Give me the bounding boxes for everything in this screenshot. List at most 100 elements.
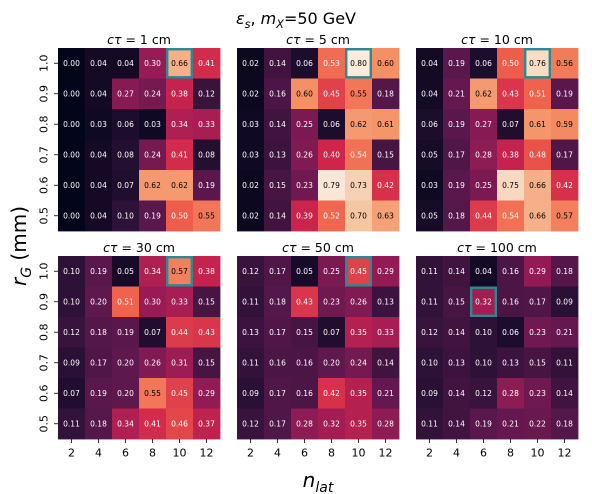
x-tick-label: 2 — [426, 447, 433, 460]
cell-value-label: 0.34 — [117, 419, 134, 428]
cell-value-label: 0.03 — [90, 120, 107, 129]
cell-value-label: 0.24 — [144, 150, 161, 159]
heatmap-cell — [291, 347, 319, 379]
y-tick-label: 1.0 — [38, 263, 51, 281]
heatmap-cell — [470, 347, 498, 379]
cell-value-label: 0.17 — [269, 419, 286, 428]
heatmap-cell — [470, 170, 498, 201]
heatmap-cell — [470, 378, 498, 409]
cell-value-label: 0.34 — [144, 267, 161, 276]
cell-value-label: 0.44 — [171, 328, 188, 337]
heatmap-cell — [443, 347, 471, 379]
cell-value-label: 0.38 — [198, 267, 215, 276]
cell-value-label: 0.13 — [377, 297, 394, 306]
cell-value-label: 0.19 — [90, 267, 107, 276]
heatmap-cell — [470, 317, 498, 348]
best-cell-highlight — [470, 286, 498, 318]
cell-value-label: 0.33 — [377, 328, 394, 337]
cell-value-label: 0.41 — [171, 150, 188, 159]
heatmap-cell — [345, 317, 373, 348]
heatmap-cell — [166, 317, 194, 348]
cell-value-label: 0.41 — [144, 419, 161, 428]
heatmap-cell — [139, 78, 167, 110]
heatmap-cell — [551, 139, 579, 171]
heatmap-cell — [166, 48, 194, 79]
cell-value-label: 0.66 — [171, 59, 188, 68]
heatmap-cell — [291, 378, 319, 409]
heatmap-cell — [112, 170, 140, 201]
cell-value-label: 0.25 — [323, 267, 340, 276]
cell-value-label: 0.23 — [529, 328, 546, 337]
heatmap-cell — [372, 200, 400, 232]
heatmap-cell — [318, 170, 346, 201]
heatmap-cell — [416, 48, 444, 79]
heatmap-cell — [345, 109, 373, 140]
cell-value-label: 0.12 — [242, 267, 259, 276]
cell-value-label: 0.08 — [198, 150, 215, 159]
cell-value-label: 0.33 — [198, 120, 215, 129]
cell-value-label: 0.28 — [502, 389, 519, 398]
cell-value-label: 0.02 — [242, 59, 259, 68]
heatmap-cell — [416, 109, 444, 140]
cell-value-label: 0.10 — [117, 211, 134, 220]
cell-value-label: 0.20 — [90, 297, 107, 306]
cell-value-label: 0.40 — [323, 150, 340, 159]
heatmap-cell — [237, 347, 265, 379]
x-axis-label: nlat — [303, 468, 334, 494]
y-tick-label: 0.5 — [38, 207, 51, 225]
heatmap-cell — [497, 139, 525, 171]
cell-value-label: 0.37 — [198, 419, 215, 428]
cell-value-label: 0.32 — [475, 297, 492, 306]
heatmap-cell — [551, 378, 579, 409]
heatmap-cell — [524, 78, 552, 110]
y-axis-label: rG (mm) — [7, 206, 35, 286]
heatmap-cell — [470, 256, 498, 287]
heatmap-cell — [470, 48, 498, 79]
cell-value-label: 0.25 — [296, 120, 313, 129]
heatmap-cell — [551, 170, 579, 201]
heatmap-cell — [264, 378, 292, 409]
cell-value-label: 0.35 — [350, 419, 367, 428]
heatmap-cell — [345, 170, 373, 201]
heatmap-cell — [470, 109, 498, 140]
cell-value-label: 0.11 — [421, 297, 438, 306]
cell-value-label: 0.21 — [502, 419, 519, 428]
cell-value-label: 0.00 — [63, 150, 80, 159]
cell-value-label: 0.04 — [90, 211, 107, 220]
heatmap-cell — [237, 286, 265, 318]
heatmap-cell — [291, 200, 319, 232]
cell-value-label: 0.09 — [421, 389, 438, 398]
cell-value-label: 0.54 — [350, 150, 367, 159]
panel-title: cτ = 5 cm — [286, 32, 350, 47]
heatmap-cell — [372, 78, 400, 110]
x-tick-label: 10 — [531, 447, 545, 460]
heatmap-cell — [318, 347, 346, 379]
heatmap-cell — [372, 48, 400, 79]
figure-title: εs, mX=50 GeV — [236, 9, 356, 32]
heatmap-cell — [193, 347, 221, 379]
cell-value-label: 0.20 — [117, 389, 134, 398]
cell-value-label: 0.15 — [448, 297, 465, 306]
cell-value-label: 0.42 — [377, 181, 394, 190]
heatmap-cell — [372, 347, 400, 379]
heatmap-cell — [58, 170, 86, 201]
cell-value-label: 0.04 — [90, 181, 107, 190]
heatmap-cell — [112, 347, 140, 379]
x-tick-label: 6 — [301, 447, 308, 460]
cell-value-label: 0.38 — [171, 89, 188, 98]
cell-value-label: 0.27 — [475, 120, 492, 129]
heatmap-cell — [416, 139, 444, 171]
cell-value-label: 0.17 — [529, 297, 546, 306]
heatmap-cell — [193, 78, 221, 110]
cell-value-label: 0.04 — [421, 59, 438, 68]
cell-value-label: 0.66 — [529, 181, 546, 190]
heatmap-cell — [551, 286, 579, 318]
cell-value-label: 0.55 — [144, 389, 161, 398]
cell-value-label: 0.14 — [448, 267, 465, 276]
cell-value-label: 0.62 — [350, 120, 367, 129]
heatmap-cell — [237, 256, 265, 287]
cell-value-label: 0.16 — [269, 89, 286, 98]
heatmap-cell — [497, 347, 525, 379]
heatmap-cell — [193, 48, 221, 79]
cell-value-label: 0.03 — [144, 120, 161, 129]
